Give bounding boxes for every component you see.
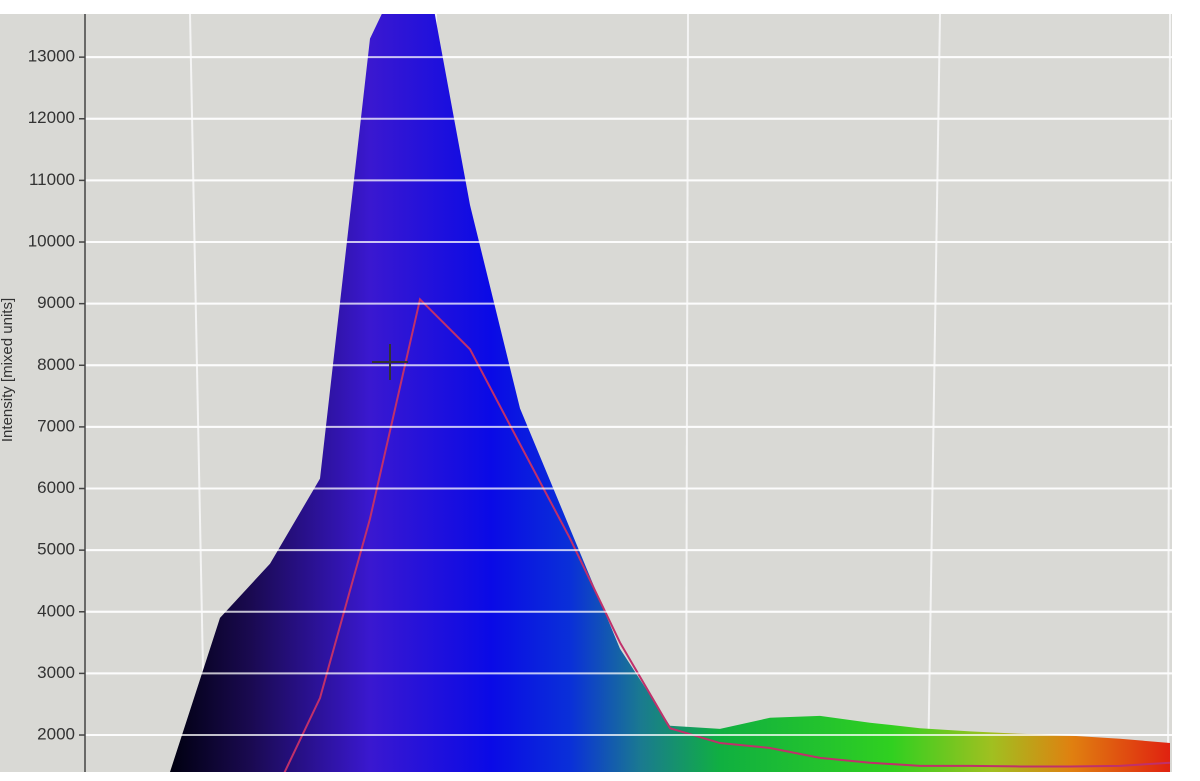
y-tick-label: 2000 xyxy=(37,725,75,744)
y-tick-label: 13000 xyxy=(28,47,75,66)
v-grid-line xyxy=(927,13,941,773)
cursor xyxy=(372,344,408,380)
y-tick-label: 3000 xyxy=(37,663,75,682)
spectrum-area xyxy=(170,14,1170,772)
y-tick-label: 9000 xyxy=(37,293,75,312)
y-axis-label: Intensity [mixed units] xyxy=(0,298,16,442)
y-tick-label: 7000 xyxy=(37,416,75,435)
y-tick-label: 4000 xyxy=(37,601,75,620)
y-tick-label: 10000 xyxy=(28,232,75,251)
y-tick-label: 8000 xyxy=(37,355,75,374)
y-tick-label: 5000 xyxy=(37,540,75,559)
plot xyxy=(170,14,1171,772)
v-grid-line xyxy=(1167,13,1171,773)
y-tick-label: 12000 xyxy=(28,108,75,127)
y-tick-label: 11000 xyxy=(29,170,75,189)
v-grid-line xyxy=(685,13,689,773)
reference-line xyxy=(283,297,1171,772)
grid-overlay xyxy=(85,56,1172,737)
v-grid-line xyxy=(189,13,206,773)
y-tick-label: 6000 xyxy=(37,478,75,497)
